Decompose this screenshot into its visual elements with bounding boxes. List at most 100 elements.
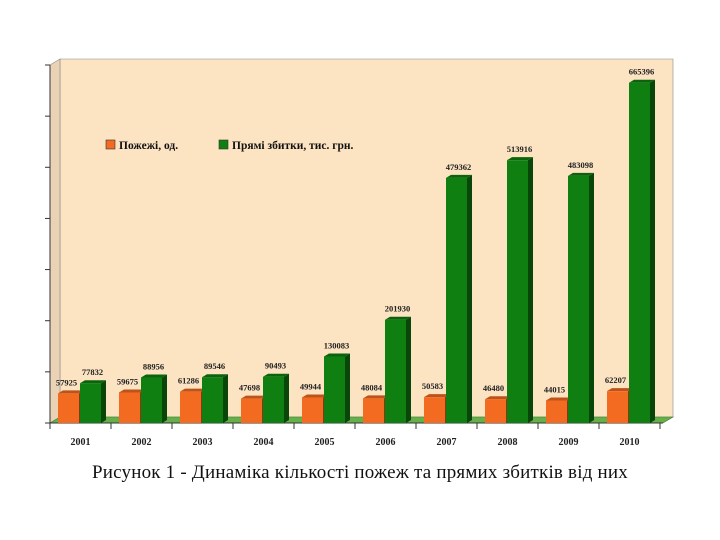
x-tick-label: 2008 (498, 437, 518, 448)
bar-top (80, 380, 106, 384)
bar-top (141, 374, 167, 378)
x-tick-label: 2006 (376, 437, 396, 448)
bar-front (363, 398, 384, 423)
bar-top (485, 396, 511, 400)
legend: Пожежі, од. Прямі збитки, тис. грн. (105, 139, 353, 152)
bar-side (528, 157, 533, 423)
bar-front (446, 177, 467, 423)
x-tick-label: 2010 (620, 437, 640, 448)
bar (324, 353, 350, 423)
bar-side (467, 174, 472, 423)
x-tick-label: 2009 (559, 437, 579, 448)
plot-side-wall (49, 58, 61, 424)
data-label: 46480 (483, 383, 504, 393)
bar-front (180, 391, 201, 423)
bar-front (302, 397, 323, 423)
bar-top (546, 397, 572, 401)
legend-swatch (218, 139, 229, 150)
data-label: 88956 (143, 362, 164, 372)
bar-top (302, 394, 328, 398)
bar-top (568, 172, 594, 176)
bar-front (546, 400, 567, 423)
bar-side (101, 380, 106, 423)
bar-top (202, 374, 228, 378)
bar-side (589, 172, 594, 423)
data-label: 44015 (544, 384, 565, 394)
bar-front (568, 175, 589, 423)
data-label: 62207 (605, 375, 627, 385)
bar-side (223, 374, 228, 423)
bar-front (629, 82, 650, 423)
x-tick-label: 2004 (254, 437, 274, 448)
bar-front (58, 393, 79, 423)
bar (568, 172, 594, 423)
data-label: 479362 (446, 162, 472, 172)
bar-front (241, 398, 262, 423)
bar-top (424, 394, 450, 398)
figure-caption: Рисунок 1 - Динаміка кількості пожеж та … (92, 462, 628, 483)
data-label: 61286 (178, 376, 199, 386)
bar-top (58, 390, 84, 394)
bar-top (180, 388, 206, 392)
bar-top (629, 79, 655, 83)
bar-side (406, 316, 411, 423)
bar-front (80, 383, 101, 423)
x-tick-labels: 2001 2002 2003 2004 2005 2006 2007 2008 2009 2010 (71, 437, 640, 448)
x-tick-label: 2007 (437, 437, 457, 448)
bar-front (424, 397, 445, 423)
bar (385, 316, 411, 423)
bar-side (345, 353, 350, 423)
bar-top (385, 316, 411, 320)
bar-top (446, 174, 472, 178)
bar-top (241, 395, 267, 399)
bar-front (607, 391, 628, 423)
bar-front (507, 160, 528, 423)
data-label: 90493 (265, 361, 286, 371)
bar (263, 373, 289, 423)
x-tick-label: 2001 (71, 437, 91, 448)
bar-side (650, 79, 655, 423)
bar-side (284, 373, 289, 423)
data-label: 59675 (117, 376, 138, 386)
bar-front (202, 377, 223, 423)
data-label: 50583 (422, 381, 443, 391)
data-label: 77832 (82, 367, 103, 377)
data-label: 89546 (204, 361, 225, 371)
bar-top (324, 353, 350, 357)
data-label: 201930 (385, 304, 411, 314)
bar (629, 79, 655, 423)
bar-top (507, 157, 533, 161)
bar-side (162, 374, 167, 423)
data-label: 57925 (56, 377, 77, 387)
legend-label: Пожежі, од. (119, 140, 178, 152)
data-label: 49944 (300, 381, 322, 391)
data-label: 665396 (629, 67, 655, 77)
data-label: 48084 (361, 382, 383, 392)
data-label: 483098 (568, 160, 594, 170)
bar (507, 157, 533, 423)
bar (202, 374, 228, 423)
bar-top (119, 389, 145, 393)
data-label: 130083 (324, 340, 350, 350)
bar-front (263, 376, 284, 423)
bar (141, 374, 167, 423)
x-tick-label: 2003 (193, 437, 213, 448)
bar-front (119, 392, 140, 423)
bar-top (607, 388, 633, 392)
x-tick-label: 2002 (132, 437, 152, 448)
data-label: 47698 (239, 383, 260, 393)
bar (446, 174, 472, 423)
data-label: 513916 (507, 144, 533, 154)
bar-top (263, 373, 289, 377)
bar-front (324, 356, 345, 423)
data-labels: 57925 77832 59675 88956 61286 89546 47698 90493… (56, 67, 654, 395)
legend-swatch (105, 139, 116, 150)
bar-chart: 57925 77832 59675 88956 61286 89546 47698 90493… (45, 58, 675, 448)
bar-front (141, 377, 162, 423)
bar-top (363, 395, 389, 399)
x-tick-label: 2005 (315, 437, 335, 448)
legend-label: Прямі збитки, тис. грн. (232, 140, 353, 152)
bars (58, 79, 655, 423)
bar-front (385, 319, 406, 423)
bar-front (485, 399, 506, 423)
